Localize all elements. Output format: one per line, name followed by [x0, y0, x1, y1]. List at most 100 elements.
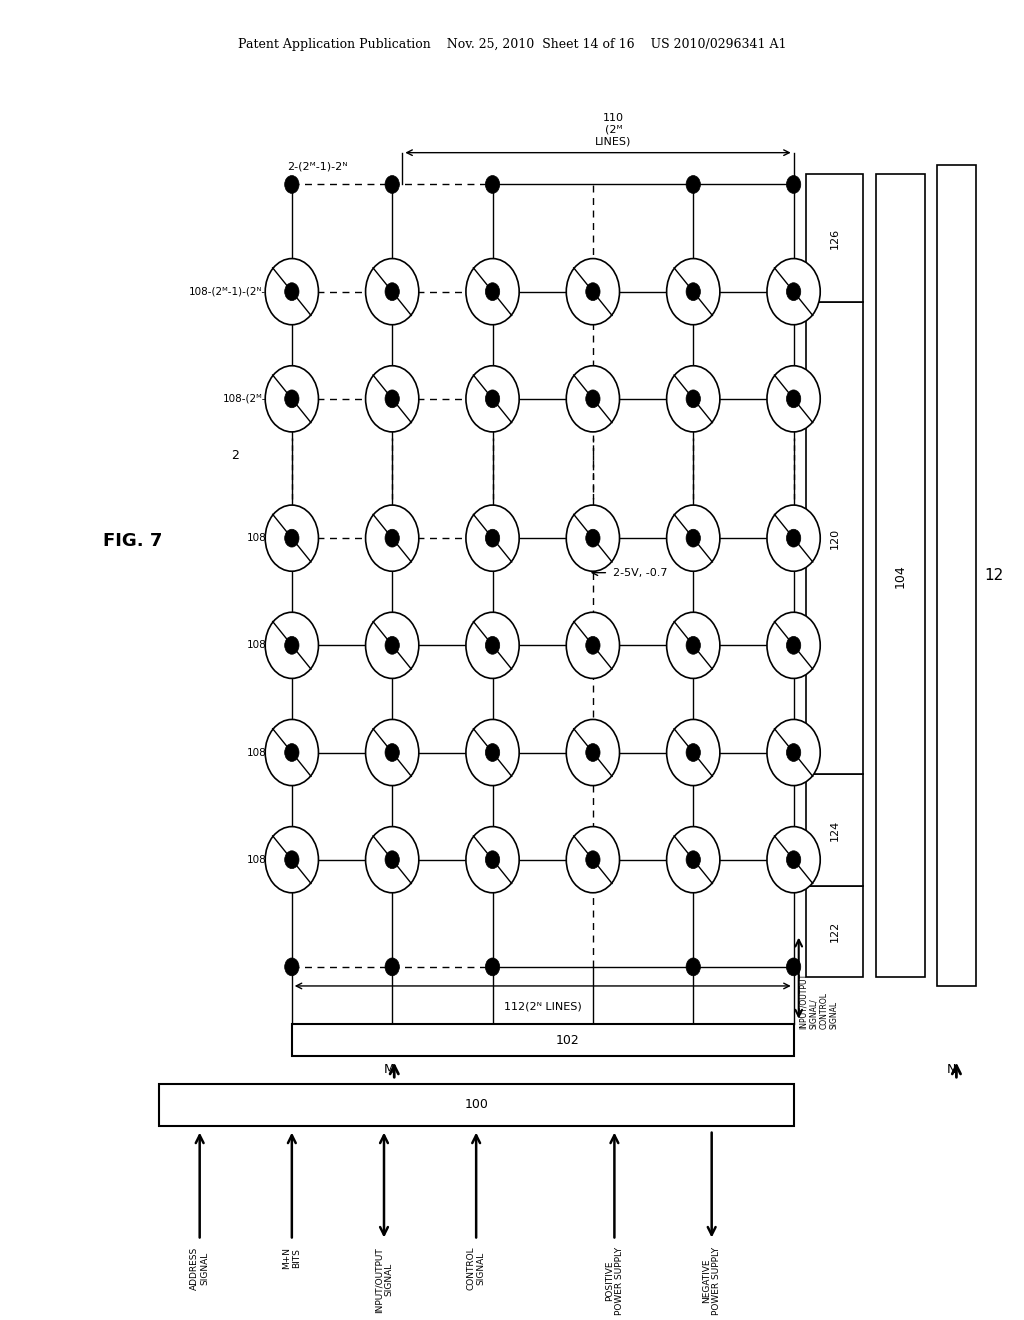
Circle shape [786, 282, 801, 301]
Text: INPUT/OUTPUT
SIGNAL: INPUT/OUTPUT SIGNAL [375, 1247, 393, 1312]
Circle shape [767, 259, 820, 325]
Text: 12: 12 [984, 568, 1004, 583]
Circle shape [466, 612, 519, 678]
Circle shape [767, 506, 820, 572]
Circle shape [786, 958, 801, 975]
Circle shape [466, 719, 519, 785]
Text: FIG. 7: FIG. 7 [103, 532, 163, 549]
Circle shape [786, 389, 801, 408]
Circle shape [566, 506, 620, 572]
Circle shape [466, 366, 519, 432]
Circle shape [667, 612, 720, 678]
Circle shape [667, 259, 720, 325]
Circle shape [265, 719, 318, 785]
Circle shape [586, 851, 600, 869]
Circle shape [767, 612, 820, 678]
Circle shape [265, 259, 318, 325]
Circle shape [686, 529, 700, 546]
Circle shape [686, 958, 700, 975]
Circle shape [586, 743, 600, 762]
Circle shape [485, 176, 500, 193]
Circle shape [265, 612, 318, 678]
Text: 120: 120 [829, 528, 840, 549]
Circle shape [385, 389, 399, 408]
Bar [937, 165, 976, 986]
Circle shape [786, 176, 801, 193]
Circle shape [786, 743, 801, 762]
Text: 126: 126 [829, 228, 840, 249]
Circle shape [686, 176, 700, 193]
Text: M+N
BITS: M+N BITS [283, 1247, 301, 1269]
Text: 108-(2ᴹ-1)-(2ᴺ-1): 108-(2ᴹ-1)-(2ᴺ-1) [188, 286, 276, 297]
Circle shape [566, 259, 620, 325]
Circle shape [485, 958, 500, 975]
Circle shape [285, 636, 299, 655]
Text: NEGATIVE
POWER SUPPLY: NEGATIVE POWER SUPPLY [702, 1247, 721, 1315]
Circle shape [767, 719, 820, 785]
Circle shape [767, 826, 820, 892]
Circle shape [366, 612, 419, 678]
Circle shape [586, 529, 600, 546]
Circle shape [485, 636, 500, 655]
Text: ADDRESS
SIGNAL: ADDRESS SIGNAL [190, 1247, 209, 1290]
Bar [806, 887, 863, 977]
Circle shape [786, 529, 801, 546]
Text: 108-4: 108-4 [247, 533, 276, 543]
Circle shape [786, 636, 801, 655]
Circle shape [285, 529, 299, 546]
Circle shape [586, 636, 600, 655]
Circle shape [385, 743, 399, 762]
Text: 2-5V, -0.7: 2-5V, -0.7 [613, 568, 668, 578]
Text: 122: 122 [829, 921, 840, 942]
Circle shape [285, 851, 299, 869]
Circle shape [667, 826, 720, 892]
Circle shape [385, 176, 399, 193]
Circle shape [285, 958, 299, 975]
Text: 108-2: 108-2 [247, 747, 276, 758]
Text: 2: 2 [231, 449, 240, 462]
Circle shape [686, 851, 700, 869]
Circle shape [385, 529, 399, 546]
Circle shape [385, 958, 399, 975]
Circle shape [485, 851, 500, 869]
Circle shape [466, 506, 519, 572]
Text: 108-(2ᴹ-1): 108-(2ᴹ-1) [222, 393, 276, 404]
Circle shape [566, 826, 620, 892]
Circle shape [586, 282, 600, 301]
Circle shape [686, 743, 700, 762]
Text: M: M [384, 1064, 394, 1076]
Circle shape [366, 826, 419, 892]
Text: 2-(2ᴹ-1)-2ᴺ: 2-(2ᴹ-1)-2ᴺ [287, 162, 347, 172]
Circle shape [466, 259, 519, 325]
Circle shape [686, 389, 700, 408]
Circle shape [285, 176, 299, 193]
Bar [159, 1084, 794, 1126]
Circle shape [485, 389, 500, 408]
Text: 104: 104 [894, 564, 906, 587]
Circle shape [667, 366, 720, 432]
Circle shape [485, 282, 500, 301]
Circle shape [366, 366, 419, 432]
Circle shape [366, 506, 419, 572]
Text: N: N [947, 1064, 956, 1076]
Circle shape [767, 366, 820, 432]
Circle shape [667, 506, 720, 572]
Text: 108-3: 108-3 [247, 640, 276, 651]
Text: 112(2ᴺ LINES): 112(2ᴺ LINES) [504, 1002, 582, 1011]
Circle shape [285, 389, 299, 408]
Circle shape [366, 259, 419, 325]
Bar [876, 174, 925, 977]
Text: INPUT/OUTPUT
SIGNAL/
CONTROL
SIGNAL: INPUT/OUTPUT SIGNAL/ CONTROL SIGNAL [799, 973, 839, 1030]
Text: 124: 124 [829, 820, 840, 841]
Circle shape [566, 366, 620, 432]
Circle shape [366, 719, 419, 785]
Circle shape [686, 282, 700, 301]
Bar [806, 174, 863, 302]
Circle shape [265, 826, 318, 892]
Circle shape [466, 826, 519, 892]
Circle shape [485, 743, 500, 762]
Text: POSITIVE
POWER SUPPLY: POSITIVE POWER SUPPLY [605, 1247, 624, 1315]
Circle shape [485, 529, 500, 546]
Circle shape [285, 282, 299, 301]
Circle shape [566, 719, 620, 785]
